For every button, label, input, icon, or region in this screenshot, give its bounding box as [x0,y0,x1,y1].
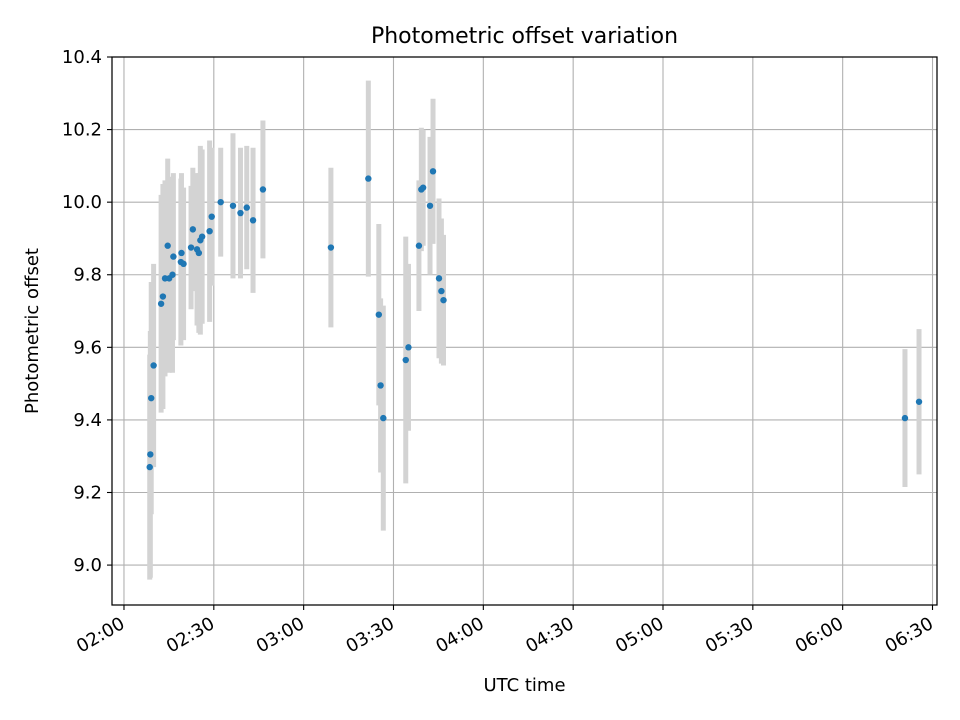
data-point [415,242,423,249]
data-point [419,184,427,191]
x-tick-label: 04:00 [432,613,487,657]
data-point [259,186,267,193]
y-tick-label: 9.2 [73,482,102,503]
data-point [380,414,387,422]
grid-lines [112,56,937,605]
x-axis-ticks: 02:00 02:30 03:00 03:30 04:00 04:30 05:00 05:30… [73,605,937,657]
x-tick-label: 02:00 [73,613,128,657]
y-tick-label: 10.0 [62,192,102,213]
data-point [426,202,434,209]
plot-frame [111,56,938,606]
data-point [402,356,409,364]
data-point [377,382,384,389]
data-point [147,451,154,458]
y-tick-label: 10.2 [62,120,102,141]
data-point [180,260,187,268]
data-point [365,175,372,182]
y-tick-label: 9.6 [73,337,102,358]
data-point [217,198,224,206]
data-point [198,233,206,240]
data-points [146,168,923,471]
x-tick-label: 05:30 [702,613,757,657]
y-tick-label: 10.4 [62,47,102,68]
x-tick-label: 06:30 [882,613,937,657]
data-point [237,209,244,217]
data-point [195,249,203,257]
y-tick-label: 9.0 [73,555,102,576]
data-point [157,300,165,307]
x-tick-label: 03:30 [343,613,398,657]
data-point [146,463,153,471]
x-tick-label: 03:00 [253,613,308,657]
data-point [249,217,257,224]
y-tick-label: 9.4 [73,410,102,431]
data-point [189,226,197,233]
data-point [208,213,215,220]
data-point [150,362,157,369]
data-point [438,287,445,295]
data-point [170,253,177,260]
data-point [243,204,250,211]
data-point [187,244,195,251]
x-tick-label: 05:00 [612,613,667,657]
data-point [440,296,447,304]
data-point [435,275,443,282]
data-point [405,344,412,351]
data-point [375,311,383,318]
y-tick-label: 9.8 [73,265,102,286]
data-point [915,398,923,405]
data-point [206,227,213,235]
x-tick-label: 06:00 [792,613,847,657]
data-point [229,202,237,209]
x-axis-label: UTC time [483,675,565,696]
x-tick-label: 04:30 [522,613,577,657]
data-point [169,271,176,278]
data-point [164,242,171,249]
x-tick-label: 02:30 [163,613,218,657]
data-point [901,414,909,422]
error-bars [147,80,922,580]
chart-title: Photometric offset variation [371,24,678,49]
data-point [159,293,167,300]
data-point [429,168,437,175]
data-point [327,244,335,251]
y-axis-ticks: 9.0 9.2 9.4 9.6 9.8 10.0 10.2 10.4 [62,47,112,576]
data-point [178,249,185,257]
y-axis-label: Photometric offset [22,248,43,414]
data-point [148,394,155,402]
